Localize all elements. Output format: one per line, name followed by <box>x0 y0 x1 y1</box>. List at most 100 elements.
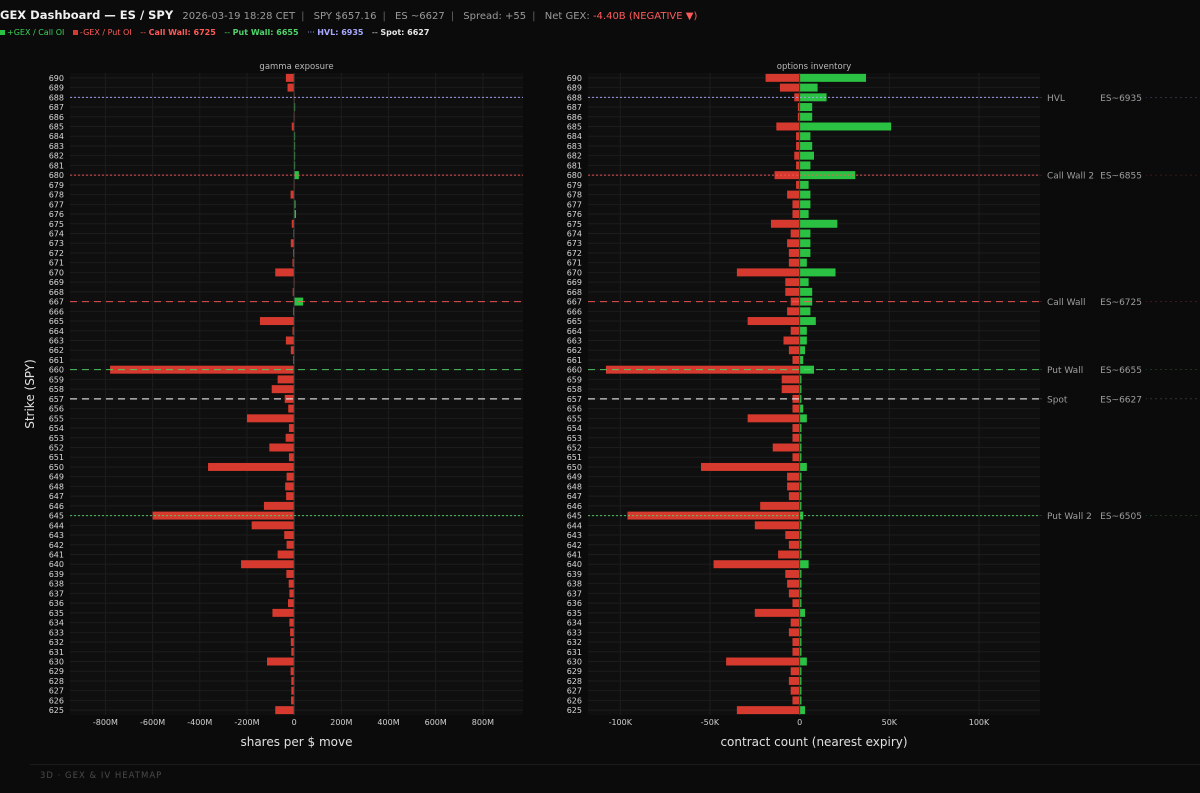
x-tick-label: -200M <box>234 718 259 727</box>
strike-label: 667 <box>49 298 64 307</box>
put-oi-bar <box>792 433 800 442</box>
strike-label: 626 <box>49 696 64 705</box>
strike-label: 664 <box>567 327 582 336</box>
call-oi-bar <box>799 472 802 481</box>
strike-label: 637 <box>49 589 64 598</box>
strike-label: 653 <box>567 434 582 443</box>
call-oi-bar <box>799 278 809 287</box>
strike-label: 665 <box>567 317 582 326</box>
legend-neg-swatch <box>72 30 78 35</box>
plot-area <box>70 73 523 715</box>
level-label-bg <box>1042 509 1146 522</box>
gex-bar-negative <box>289 589 295 598</box>
strike-label: 669 <box>567 278 582 287</box>
strike-label: 627 <box>49 687 64 696</box>
strike-label: 629 <box>49 667 64 676</box>
strike-label: 664 <box>49 327 64 336</box>
strike-label: 690 <box>567 74 582 83</box>
gex-bar-negative <box>289 618 295 627</box>
legend-put-wall: -- Put Wall: 6655 <box>224 28 299 37</box>
put-oi-bar <box>778 550 800 559</box>
level-label: Call Wall <box>1047 298 1086 308</box>
put-oi-bar <box>788 589 800 598</box>
put-oi-bar <box>785 531 800 540</box>
gex-bar-negative <box>291 676 295 685</box>
strike-label: 656 <box>567 405 582 414</box>
strike-label: 639 <box>567 570 582 579</box>
put-oi-bar <box>792 200 800 209</box>
x-tick-label: 400M <box>377 718 399 727</box>
gex-bar-negative <box>259 317 295 326</box>
strike-label: 628 <box>567 677 582 686</box>
legend-put-wall-label: Put Wall: 6655 <box>232 28 299 37</box>
strike-label: 690 <box>49 74 64 83</box>
call-oi-bar <box>799 229 811 238</box>
strike-label: 635 <box>567 609 582 618</box>
strike-label: 646 <box>567 502 582 511</box>
call-oi-bar <box>799 268 836 277</box>
call-oi-bar <box>799 424 802 433</box>
strike-label: 677 <box>49 200 64 209</box>
level-label: Call Wall 2 <box>1047 172 1094 182</box>
strike-label: 689 <box>567 84 582 93</box>
gex-bar-negative <box>292 307 295 316</box>
put-oi-bar <box>772 443 800 452</box>
put-oi-bar <box>787 579 800 588</box>
call-oi-bar <box>799 579 802 588</box>
call-oi-bar <box>799 667 802 676</box>
call-oi-bar <box>799 132 811 141</box>
strike-label: 638 <box>567 580 582 589</box>
put-oi-bar <box>790 326 800 335</box>
call-oi-bar <box>799 326 807 335</box>
legend-pos-swatch <box>0 30 5 35</box>
strike-label: 677 <box>567 200 582 209</box>
x-tick-label: 200M <box>330 718 352 727</box>
strike-label: 632 <box>49 638 64 647</box>
strike-label: 631 <box>49 648 64 657</box>
call-oi-bar <box>799 171 856 180</box>
gex-bar-negative <box>285 336 295 345</box>
strike-label: 639 <box>49 570 64 579</box>
strike-label: 656 <box>49 405 64 414</box>
strike-label: 687 <box>49 103 64 112</box>
put-oi-bar <box>713 560 800 569</box>
level-es-label: ES~6935 <box>1100 94 1142 104</box>
gex-bar-negative <box>275 268 295 277</box>
call-oi-bar <box>799 239 811 248</box>
legend-pos: +GEX / Call OI <box>0 28 64 37</box>
call-oi-bar <box>799 414 807 423</box>
gex-bar-negative <box>292 326 295 335</box>
strike-label: 640 <box>567 560 582 569</box>
put-oi-bar <box>790 667 800 676</box>
strike-label: 661 <box>567 356 582 365</box>
strike-label: 638 <box>49 580 64 589</box>
call-oi-bar <box>799 404 804 413</box>
gex-bar-negative <box>271 385 295 394</box>
strike-label: 684 <box>49 132 64 141</box>
x-axis-title: shares per $ move <box>240 735 352 749</box>
dashboard-header: GEX Dashboard — ES / SPY 2026-03-19 18:2… <box>0 8 698 22</box>
strike-label: 648 <box>567 482 582 491</box>
strike-label: 652 <box>49 444 64 453</box>
put-oi-bar <box>792 355 800 364</box>
gex-bar-negative <box>291 219 295 228</box>
strike-label: 674 <box>567 230 582 239</box>
strike-label: 663 <box>567 337 582 346</box>
gex-bar-positive <box>294 200 296 209</box>
put-oi-bar <box>754 608 800 617</box>
strike-label: 655 <box>49 414 64 423</box>
spy-price: SPY $657.16 <box>313 11 377 22</box>
put-oi-bar <box>781 385 800 394</box>
put-oi-bar <box>796 132 800 141</box>
strike-label: 645 <box>567 512 582 521</box>
strike-label: 684 <box>567 132 582 141</box>
gex-bar-negative <box>241 560 295 569</box>
put-oi-bar <box>792 424 800 433</box>
put-oi-bar <box>787 472 800 481</box>
strike-label: 683 <box>567 142 582 151</box>
put-oi-bar <box>736 706 800 715</box>
es-price: ES ~6627 <box>395 11 445 22</box>
strike-label: 651 <box>49 453 64 462</box>
strike-label: 635 <box>49 609 64 618</box>
gex-bar-negative <box>287 83 295 92</box>
